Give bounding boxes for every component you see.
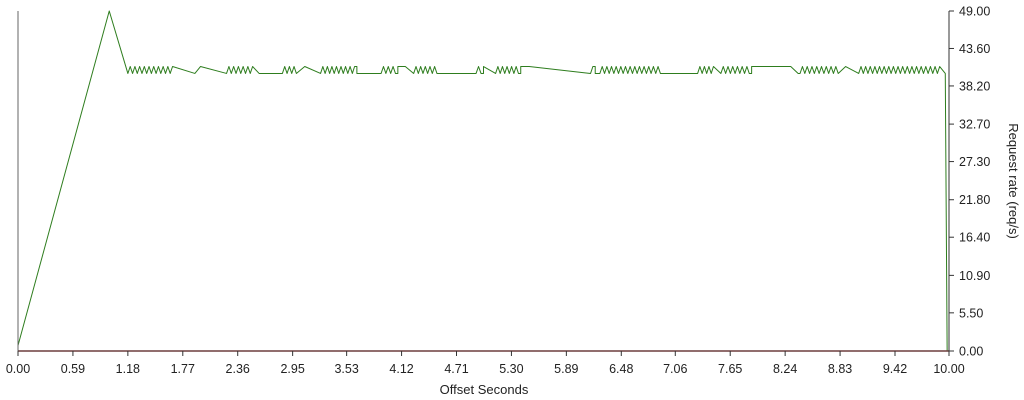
x-tick-label: 9.42: [883, 362, 907, 376]
y-tick-label: 5.50: [959, 306, 983, 320]
x-tick-label: 4.71: [444, 362, 468, 376]
x-tick-label: 8.24: [773, 362, 797, 376]
x-tick-label: 5.30: [499, 362, 523, 376]
x-tick-label: 2.36: [226, 362, 250, 376]
x-tick-label: 1.18: [116, 362, 140, 376]
x-tick-label: 3.53: [334, 362, 358, 376]
y-axis-title: Request rate (req/s): [1006, 123, 1021, 239]
x-tick-label: 7.65: [718, 362, 742, 376]
x-tick-label: 0.00: [6, 362, 30, 376]
x-tick-label: 0.59: [61, 362, 85, 376]
y-tick-label: 32.70: [959, 118, 990, 132]
x-tick-label: 8.83: [828, 362, 852, 376]
y-tick-label: 21.80: [959, 193, 990, 207]
y-tick-label: 38.20: [959, 79, 990, 93]
x-tick-label: 2.95: [280, 362, 304, 376]
y-tick-label: 43.60: [959, 42, 990, 56]
x-tick-label: 1.77: [171, 362, 195, 376]
y-tick-labels: 0.00 5.50 10.90 16.40 21.80 27.30 32.70 38.20 43…: [959, 5, 990, 359]
x-tick-label: 10.00: [933, 362, 964, 376]
y-tick-label: 0.00: [959, 345, 983, 359]
y-tick-label: 16.40: [959, 231, 990, 245]
series-line: [17, 10, 948, 352]
plot-series: [17, 10, 949, 352]
x-tick-labels: 0.00 0.59 1.18 1.77 2.36 2.95 3.53 4.12 4.71 5.30…: [6, 362, 965, 376]
x-tick-label: 6.48: [609, 362, 633, 376]
x-tick-label: 4.12: [389, 362, 413, 376]
x-tick-label: 5.89: [554, 362, 578, 376]
y-tick-label: 10.90: [959, 269, 990, 283]
y-tick-label: 49.00: [959, 5, 990, 19]
axes: [17, 10, 954, 356]
x-tick-label: 7.06: [663, 362, 687, 376]
y-tick-label: 27.30: [959, 155, 990, 169]
x-axis-title: Offset Seconds: [440, 382, 529, 397]
